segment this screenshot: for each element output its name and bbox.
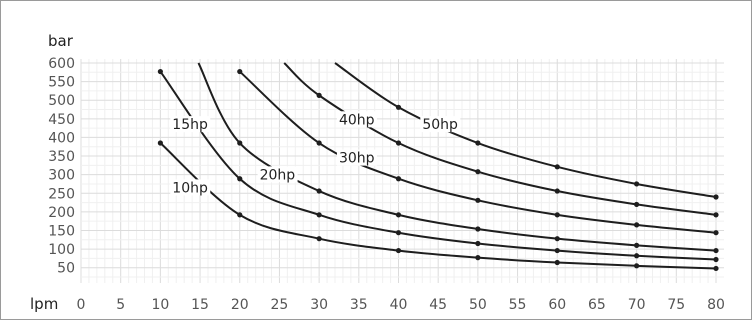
x-tick-label: 50 — [469, 297, 487, 313]
data-point-30hp — [316, 140, 322, 146]
x-tick-label: 25 — [271, 297, 289, 313]
y-tick-label: 100 — [48, 242, 75, 258]
data-point-20hp — [316, 188, 322, 194]
points — [157, 68, 719, 272]
data-point-15hp — [475, 240, 481, 247]
curve-label-bg — [257, 166, 298, 183]
x-tick-label: 40 — [390, 297, 408, 313]
series-line-50hp — [334, 62, 717, 198]
data-point-30hp — [237, 68, 243, 75]
grid — [80, 59, 724, 283]
x-tick-label: 15 — [191, 297, 209, 313]
data-point-50hp — [713, 194, 719, 200]
y-tick-label: 200 — [48, 205, 75, 221]
x-tick-label: 0 — [77, 297, 86, 313]
data-point-50hp — [395, 104, 402, 110]
data-point-10hp — [713, 265, 719, 272]
x-tick-label: 5 — [116, 297, 125, 313]
y-axis-label: bar — [48, 32, 74, 50]
x-tick-label: 10 — [151, 297, 169, 313]
x-tick-label: 65 — [588, 297, 606, 313]
y-tick-label: 550 — [48, 75, 75, 91]
data-point-40hp — [554, 188, 560, 194]
y-tick-labels: 50 100 150 200 250 300 350 400 450 500 550 600 — [48, 56, 75, 277]
curve-label-20hp: 20hp — [260, 167, 296, 183]
data-point-10hp — [395, 247, 402, 254]
data-point-40hp — [316, 92, 322, 98]
x-tick-label: 45 — [429, 297, 447, 313]
data-point-30hp — [395, 176, 402, 182]
y-tick-label: 500 — [48, 93, 75, 109]
y-tick-label: 250 — [48, 186, 75, 202]
data-point-20hp — [395, 212, 402, 218]
curve-label-30hp: 30hp — [339, 151, 375, 167]
x-tick-label: 75 — [667, 297, 685, 313]
curve-labels: 10hp 15hp 20hp 30hp 40hp 50hp — [170, 111, 461, 196]
data-point-15hp — [316, 212, 322, 218]
x-tick-label: 80 — [707, 297, 725, 313]
data-point-50hp — [634, 181, 640, 187]
data-point-40hp — [634, 201, 640, 208]
x-tick-label: 55 — [509, 297, 527, 313]
data-point-15hp — [554, 247, 560, 254]
curve-label-15hp: 15hp — [172, 117, 208, 133]
curve-label-bg — [170, 179, 211, 196]
x-tick-label: 35 — [350, 297, 368, 313]
curve-label-40hp: 40hp — [339, 112, 375, 128]
y-tick-label: 450 — [48, 112, 75, 128]
data-point-50hp — [554, 164, 560, 170]
data-point-10hp — [634, 263, 640, 269]
y-tick-label: 150 — [48, 223, 75, 239]
data-point-20hp — [554, 236, 560, 242]
data-point-15hp — [395, 230, 402, 236]
y-tick-label: 600 — [48, 56, 75, 72]
x-tick-label: 70 — [628, 297, 646, 313]
data-point-10hp — [237, 212, 243, 218]
y-tick-label: 400 — [48, 130, 75, 146]
data-point-40hp — [713, 212, 719, 218]
data-point-10hp — [157, 140, 163, 146]
y-tick-label: 350 — [48, 149, 75, 165]
curve-label-50hp: 50hp — [422, 117, 458, 133]
y-tick-label: 50 — [57, 261, 75, 277]
data-point-15hp — [157, 68, 163, 75]
series-line-40hp — [283, 62, 717, 216]
data-point-10hp — [475, 255, 481, 261]
curve-label-bg — [420, 116, 461, 133]
data-point-20hp — [475, 226, 481, 232]
data-point-15hp — [713, 256, 719, 263]
data-point-50hp — [475, 140, 481, 146]
y-tick-label: 300 — [48, 168, 75, 184]
data-point-10hp — [316, 236, 322, 242]
data-point-20hp — [713, 247, 719, 254]
series-line-20hp — [197, 62, 717, 252]
x-tick-label: 30 — [310, 297, 328, 313]
x-tick-label: 20 — [231, 297, 249, 313]
data-point-10hp — [554, 259, 560, 266]
data-point-30hp — [554, 212, 560, 218]
data-point-20hp — [634, 242, 640, 248]
x-tick-label: 60 — [548, 297, 566, 313]
x-axis-label: lpm — [30, 295, 58, 313]
data-point-15hp — [237, 176, 243, 182]
data-point-30hp — [713, 230, 719, 236]
curve-label-bg — [170, 116, 211, 133]
data-point-40hp — [475, 169, 481, 175]
data-point-20hp — [237, 140, 243, 146]
curve-label-10hp: 10hp — [172, 180, 208, 196]
data-point-30hp — [475, 197, 481, 203]
data-point-40hp — [395, 140, 402, 146]
curve-label-bg — [336, 111, 377, 128]
data-point-15hp — [634, 253, 640, 259]
data-point-30hp — [634, 222, 640, 228]
x-tick-labels: 0 5 10 15 20 25 30 35 40 45 50 55 60 65 70 75 80 — [77, 297, 725, 313]
curve-label-bg — [336, 149, 377, 166]
